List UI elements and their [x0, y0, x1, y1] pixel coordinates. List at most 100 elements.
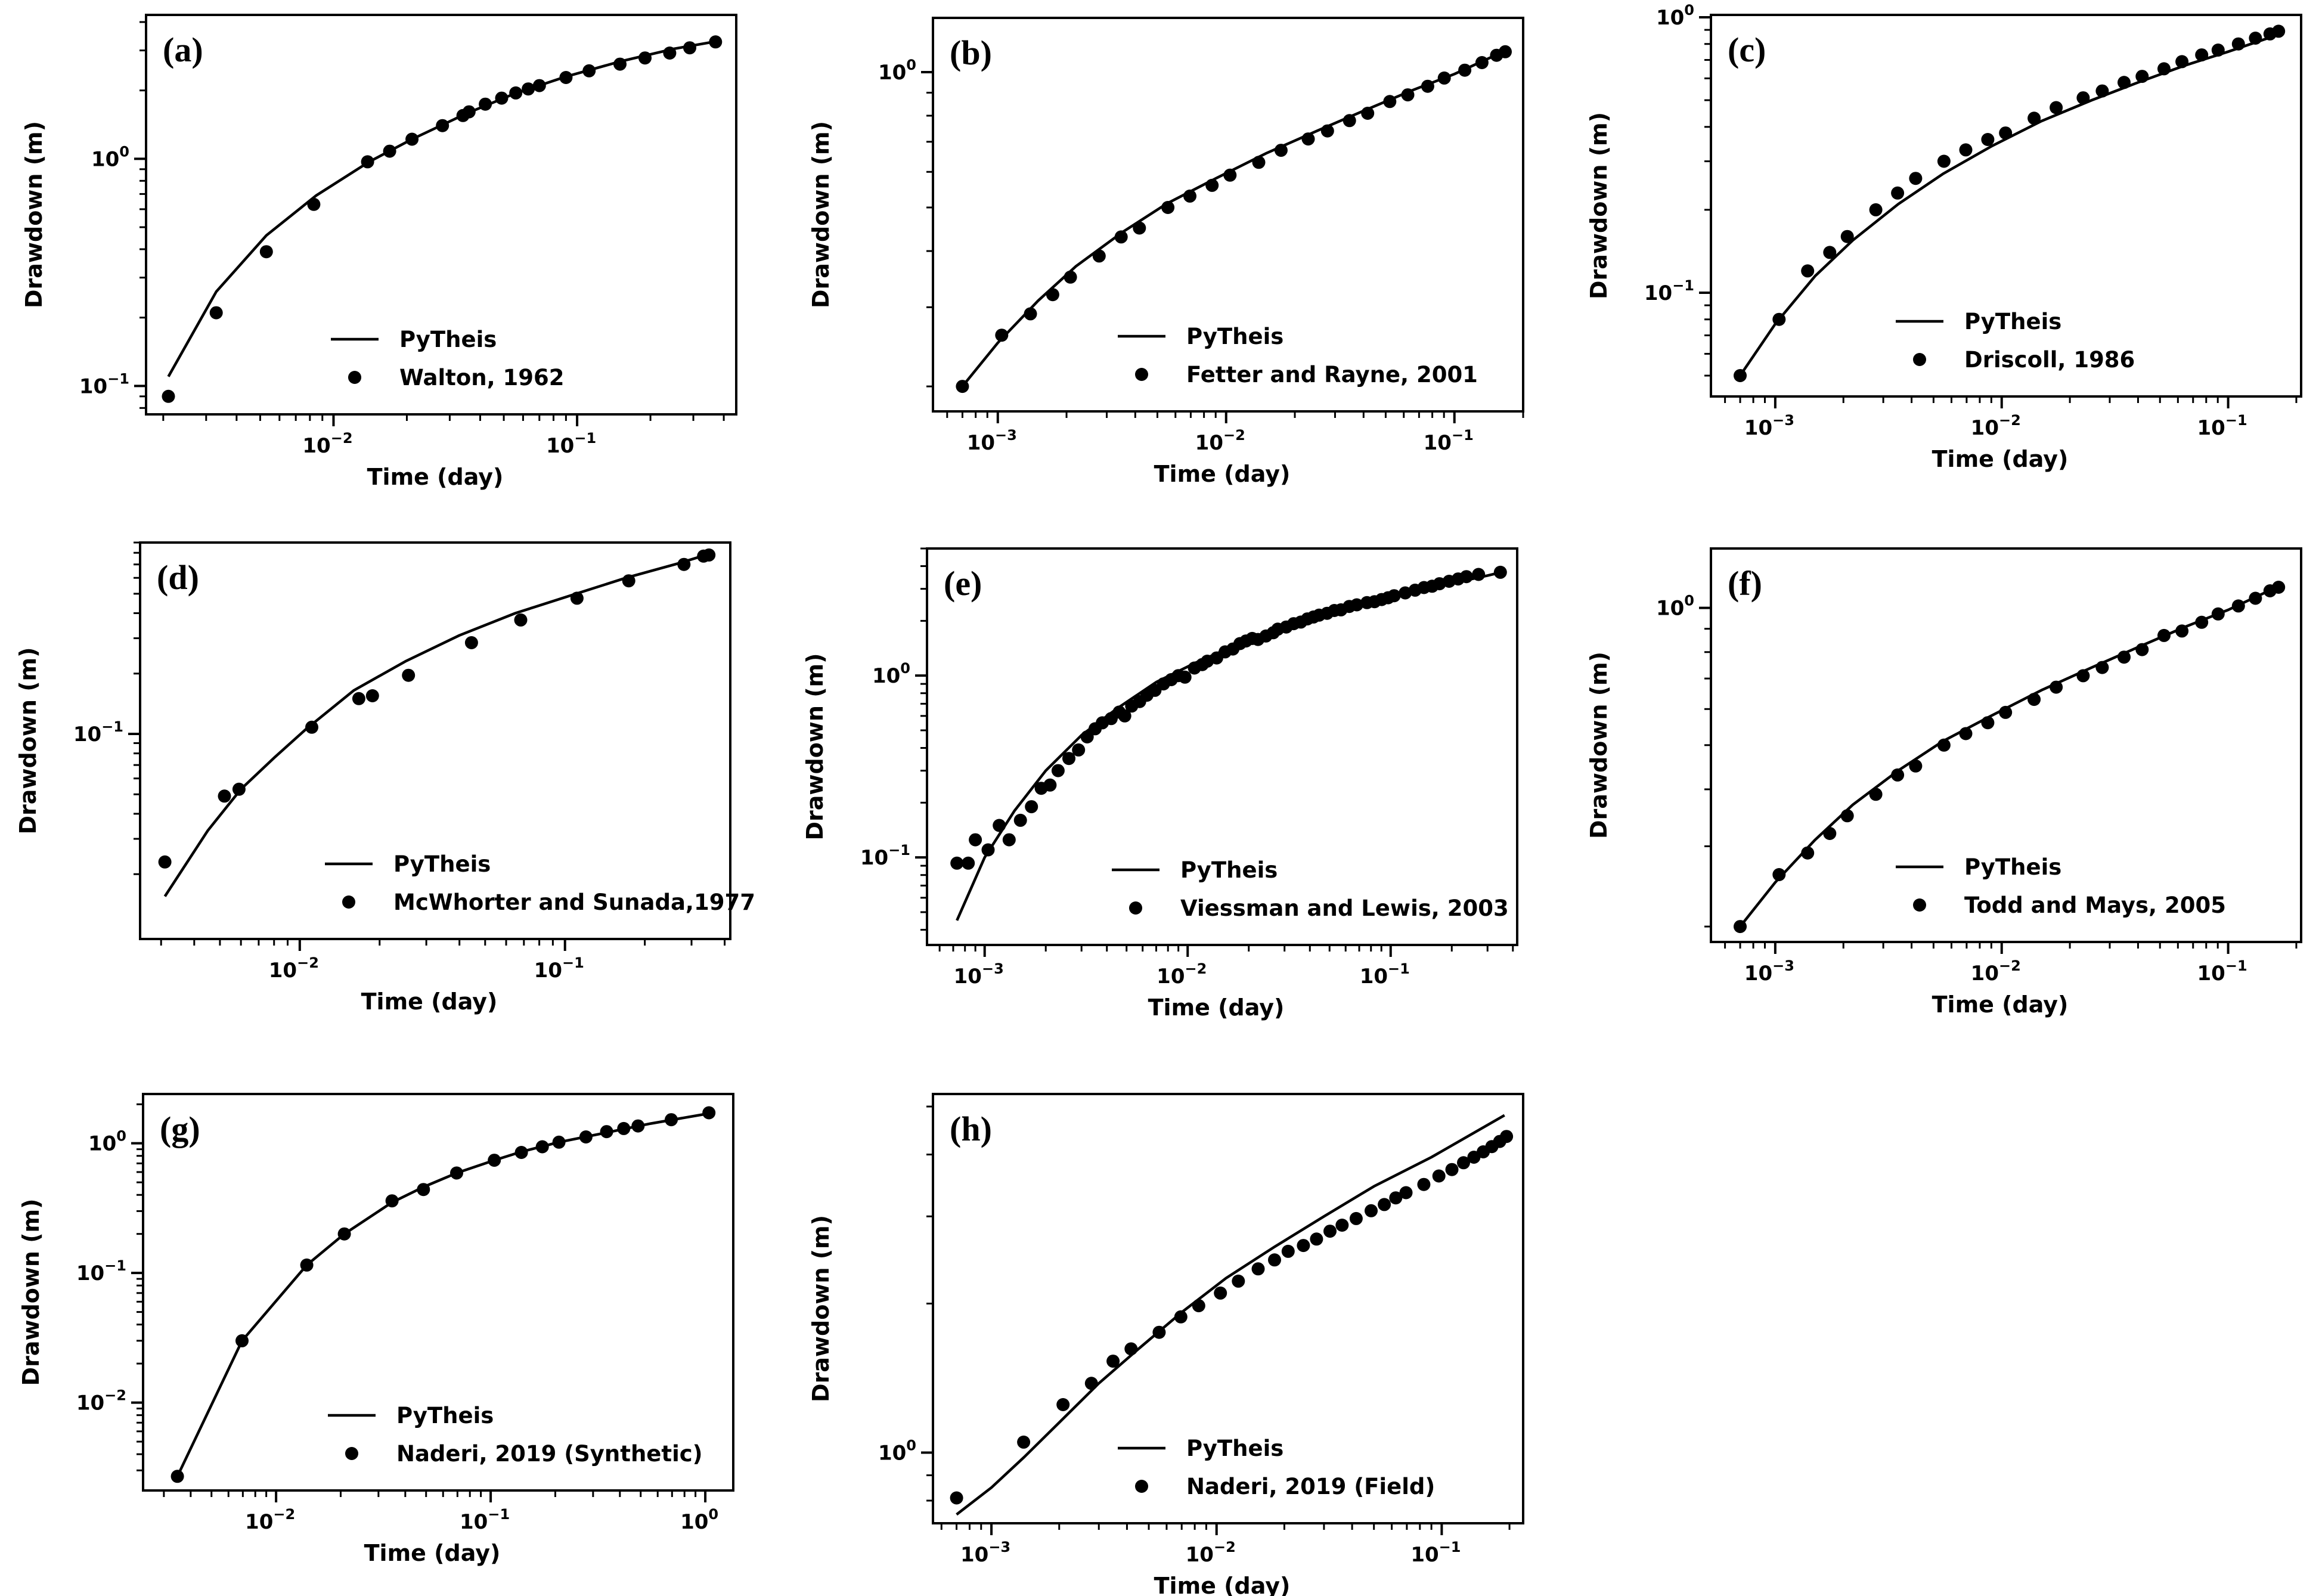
data-point — [1268, 1253, 1281, 1267]
x-axis-label: Time (day) — [1932, 446, 2069, 472]
panel-label: (a) — [163, 30, 203, 69]
x-axis-label: Time (day) — [367, 464, 504, 490]
data-point — [307, 197, 321, 211]
data-point — [479, 97, 492, 111]
data-point — [1772, 868, 1786, 881]
data-point — [1174, 1310, 1188, 1324]
y-tick-label: 10−1 — [76, 1257, 126, 1285]
x-axis-label: Time (day) — [1154, 1573, 1291, 1596]
data-point — [1959, 143, 1973, 157]
data-point — [950, 1491, 963, 1505]
y-tick-label: 10−1 — [79, 370, 129, 398]
legend: PyTheis Fetter and Rayne, 2001 — [1118, 324, 1478, 388]
data-point — [2118, 76, 2131, 89]
x-tick-label: 10−2 — [1195, 427, 1245, 455]
data-point — [1092, 249, 1106, 263]
data-point — [2027, 111, 2041, 125]
data-point — [1801, 846, 1815, 860]
series-line-pytheis — [163, 552, 710, 897]
plot-frame — [142, 1093, 734, 1492]
y-axis-label: Drawdown (m) — [1586, 112, 1612, 299]
x-axis-label: Time (day) — [1148, 994, 1285, 1021]
data-point — [1937, 738, 1951, 752]
panel-g: 10−2 10−1 100 10−2 10−1 100 Time (day) Drawdown… — [18, 1093, 734, 1566]
data-point — [1472, 568, 1486, 581]
data-point — [1043, 778, 1057, 792]
data-point — [1183, 189, 1196, 203]
data-point — [981, 843, 995, 857]
legend-label-pytheis: PyTheis — [1964, 309, 2061, 334]
data-point — [300, 1258, 314, 1272]
x-tick-label: 10−3 — [960, 1539, 1010, 1567]
data-point — [2211, 607, 2225, 621]
y-tick-label: 100 — [1656, 593, 1694, 621]
plot-frame — [932, 17, 1524, 413]
data-point — [259, 245, 273, 259]
data-point — [1232, 1274, 1245, 1288]
panel-e: 10−3 10−2 10−1 10−1 100 Time (day) Drawdown (m… — [802, 547, 1518, 1021]
data-point — [1106, 1355, 1120, 1368]
data-point — [1437, 71, 1451, 85]
panel-f: 10−3 10−2 10−1 100 Time (day) Drawdown (m) (f)… — [1586, 547, 2302, 1018]
x-tick-label: 10−2 — [1971, 957, 2021, 986]
x-axis-label: Time (day) — [361, 988, 498, 1015]
legend-label-reference: Naderi, 2019 (Synthetic) — [396, 1441, 703, 1467]
legend-marker-swatch — [1135, 1480, 1148, 1493]
data-point — [2050, 680, 2063, 694]
data-point — [570, 591, 584, 605]
legend-label-pytheis: PyTheis — [396, 1403, 494, 1428]
data-point — [162, 389, 175, 403]
data-point — [209, 306, 223, 320]
data-point — [1017, 1435, 1031, 1449]
legend-marker-swatch — [345, 1447, 358, 1460]
data-point — [1734, 920, 1747, 934]
data-point — [2050, 101, 2063, 114]
data-point — [1499, 45, 1512, 58]
x-tick-label: 10−2 — [1971, 412, 2021, 440]
data-point — [2195, 48, 2209, 62]
data-point — [158, 855, 172, 869]
data-point — [1024, 307, 1037, 321]
panel-b: 10−3 10−2 10−1 100 Time (day) Drawdown (m) (b)… — [808, 17, 1524, 487]
legend-label-reference: Viessman and Lewis, 2003 — [1180, 895, 1509, 921]
data-point — [402, 668, 416, 682]
data-point — [613, 57, 627, 71]
data-point — [1161, 201, 1175, 214]
x-axis-label: Time (day) — [1154, 461, 1291, 487]
data-point — [1493, 565, 1507, 579]
data-point — [2157, 62, 2171, 76]
data-point — [1013, 813, 1027, 827]
data-point — [2175, 55, 2189, 69]
x-axis-label: Time (day) — [364, 1540, 501, 1566]
data-point — [1297, 1239, 1310, 1253]
data-point — [2272, 581, 2286, 594]
data-point — [495, 91, 509, 105]
data-point — [2135, 70, 2149, 83]
data-point — [993, 819, 1006, 832]
y-axis-label: Drawdown (m) — [15, 647, 41, 834]
data-point — [1084, 1377, 1098, 1390]
x-tick-label: 10−2 — [269, 954, 319, 983]
panel-c: 10−3 10−2 10−1 10−1 100 Time (day) Drawdown (m… — [1586, 2, 2302, 472]
data-point — [1869, 788, 1883, 801]
data-point — [1399, 586, 1412, 600]
plot-frame — [1710, 547, 2302, 943]
data-point — [2135, 643, 2149, 656]
data-point — [405, 132, 419, 146]
data-point — [514, 1146, 528, 1159]
data-point — [218, 789, 231, 803]
data-point — [1072, 743, 1086, 757]
data-point — [1378, 1198, 1391, 1211]
data-point — [535, 1140, 549, 1154]
legend-marker-swatch — [1129, 901, 1142, 915]
data-point — [1399, 1186, 1413, 1200]
legend-marker-swatch — [348, 371, 361, 384]
data-point — [1772, 312, 1786, 326]
data-point — [1062, 752, 1075, 766]
y-tick-label: 10−2 — [76, 1387, 126, 1415]
data-point — [1320, 124, 1334, 138]
data-point — [2272, 24, 2286, 38]
data-point — [305, 720, 318, 734]
data-point — [1999, 705, 2013, 719]
